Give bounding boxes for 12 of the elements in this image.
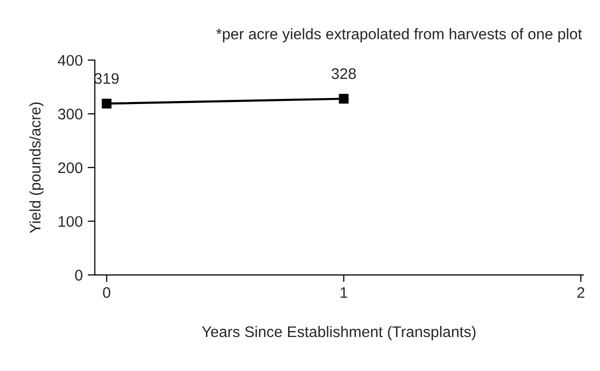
- y-tick-label: 0: [75, 270, 82, 281]
- x-tick-label: 0: [103, 287, 110, 298]
- y-tick-label: 100: [58, 216, 82, 227]
- x-axis-title: Years Since Establishment (Transplants): [202, 326, 476, 340]
- y-tick-label: 400: [58, 54, 82, 66]
- y-axis-title: Yield (pounds/acre): [29, 102, 44, 234]
- data-label: 328: [332, 68, 356, 80]
- y-tick-label: 300: [58, 108, 82, 120]
- text: *per acre yields extrapolated from harvests of one plot: [216, 28, 582, 42]
- x-tick-label: 1: [340, 287, 348, 298]
- x-tick-label: 2: [577, 287, 584, 298]
- y-tick-label: 200: [58, 162, 82, 174]
